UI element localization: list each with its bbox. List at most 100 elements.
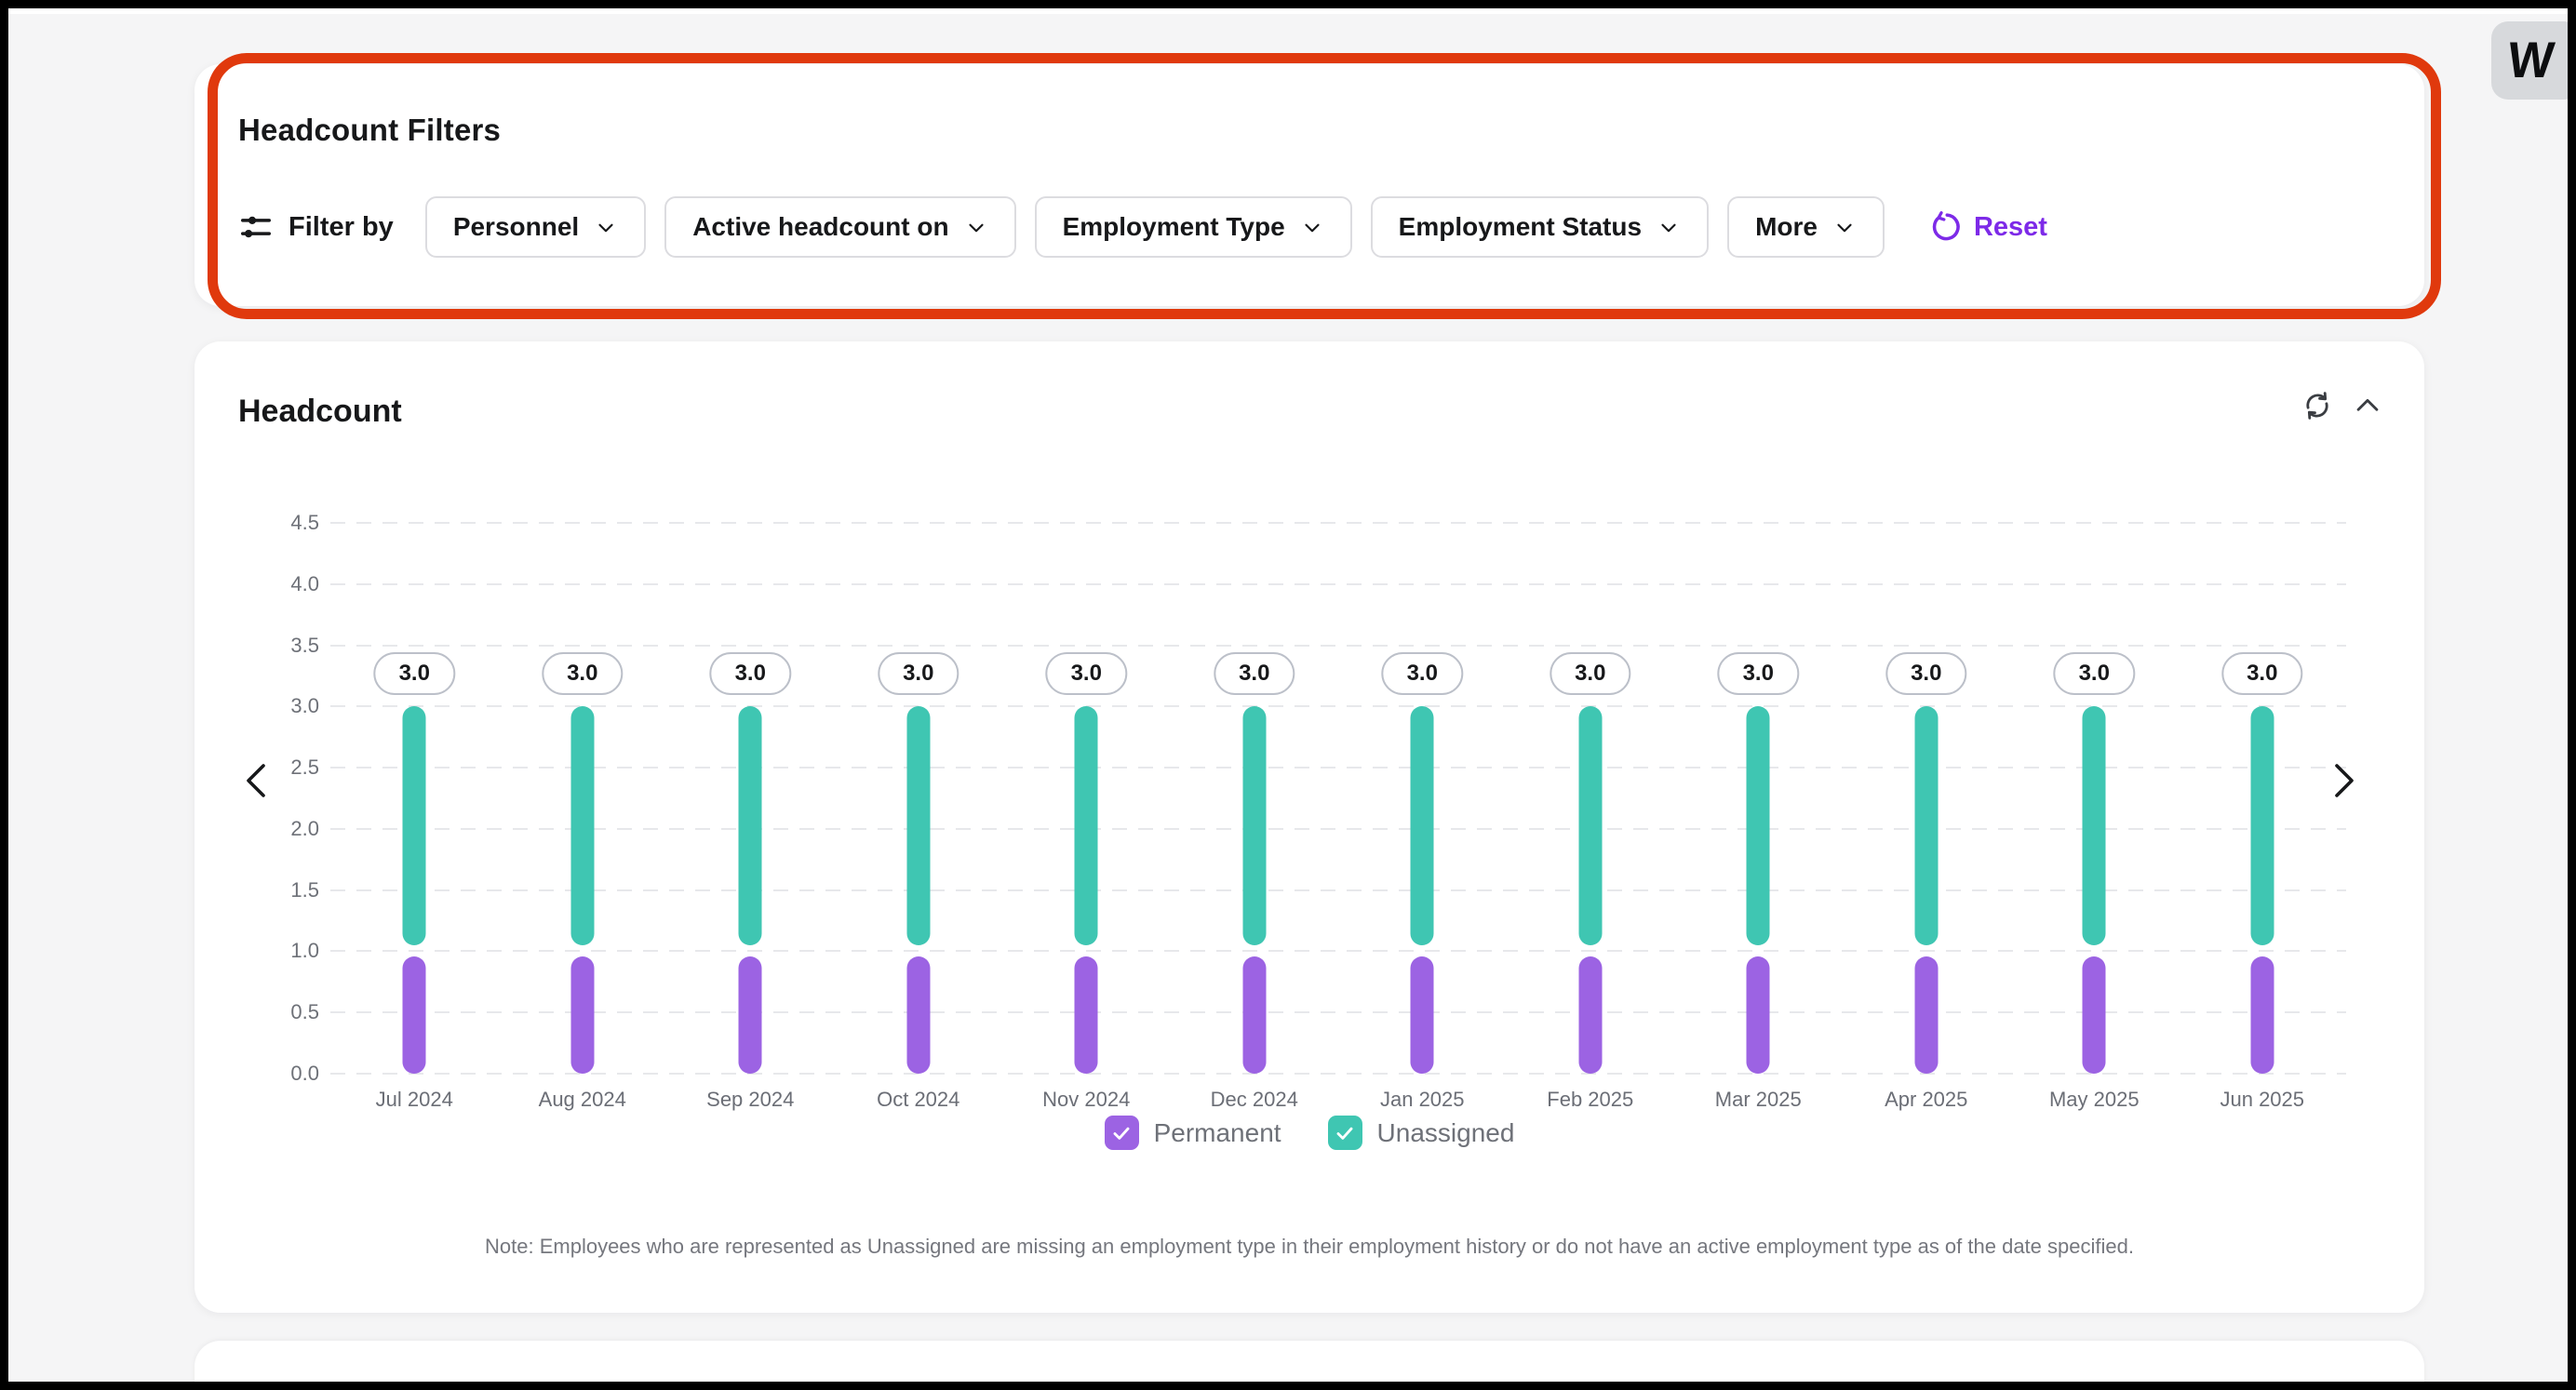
filter-row: Filter by Personnel Active headcount on Em… — [238, 196, 2387, 258]
bar-column: 3.0 — [1002, 523, 1171, 1074]
bar-total-label: 3.0 — [373, 652, 455, 696]
filter-buttons: Personnel Active headcount on Employment T… — [424, 196, 1885, 258]
y-tick-label: 0.5 — [290, 1000, 319, 1024]
bar-total-label: 3.0 — [2053, 652, 2135, 696]
filter-button-label: Personnel — [452, 212, 580, 241]
reset-icon — [1929, 211, 1961, 243]
bar-segment-permanent[interactable] — [1242, 956, 1267, 1074]
gridline — [330, 705, 2346, 708]
bar-column: 3.0 — [499, 523, 667, 1074]
y-tick-label: 2.0 — [290, 816, 319, 840]
y-tick-label: 3.5 — [290, 633, 319, 657]
bar-segment-permanent[interactable] — [906, 956, 931, 1074]
x-axis-labels: Jul 2024 Aug 2024 Sep 2024 Oct 2024 Nov 2024… — [330, 1088, 2346, 1112]
filter-button-label: Employment Type — [1062, 212, 1285, 241]
bar-segment-unassigned[interactable] — [738, 706, 762, 946]
next-arrow-button[interactable] — [2314, 753, 2370, 809]
chevron-down-icon — [1657, 216, 1681, 240]
x-tick-label: Jul 2024 — [375, 1088, 453, 1111]
filter-icon — [238, 209, 274, 245]
legend-checkbox-permanent[interactable] — [1104, 1116, 1139, 1150]
bar-column: 3.0 — [2179, 523, 2347, 1074]
bar-segment-permanent[interactable] — [1914, 956, 1939, 1074]
bar-segment-permanent[interactable] — [738, 956, 762, 1074]
bar-segment-permanent[interactable] — [1410, 956, 1434, 1074]
headcount-filters-card: Headcount Filters Filter by Personnel Act… — [195, 64, 2424, 306]
gridline — [330, 827, 2346, 830]
collapse-chevron-up-icon[interactable] — [2352, 390, 2383, 421]
legend-checkbox-unassigned[interactable] — [1327, 1116, 1362, 1150]
x-tick-label: Apr 2025 — [1885, 1088, 1968, 1111]
bar-segment-unassigned[interactable] — [906, 706, 931, 946]
bar-segment-unassigned[interactable] — [1242, 706, 1267, 946]
y-tick-label: 0.0 — [290, 1062, 319, 1085]
bar-segment-permanent[interactable] — [570, 956, 595, 1074]
bar-segment-unassigned[interactable] — [402, 706, 426, 946]
reset-label: Reset — [1973, 211, 2047, 242]
bar-column: 3.0 — [1171, 523, 1339, 1074]
bar-total-label: 3.0 — [1045, 652, 1127, 696]
bar-segment-permanent[interactable] — [1746, 956, 1770, 1074]
bar-segment-unassigned[interactable] — [2082, 706, 2106, 946]
x-tick-label: Feb 2025 — [1547, 1088, 1634, 1111]
bar-segment-unassigned[interactable] — [570, 706, 595, 946]
headcount-chart-card: Headcount 0.0 0.5 1.0 1.5 2.0 2.5 3.0 3.5 4.0 4.5… — [195, 341, 2424, 1313]
y-tick-label: 3.0 — [290, 694, 319, 718]
bar-segment-unassigned[interactable] — [1914, 706, 1939, 946]
x-tick-label: Mar 2025 — [1714, 1088, 1802, 1111]
app-background: W Headcount Filters Filter by Personnel A… — [8, 8, 2568, 1382]
gridline — [330, 644, 2346, 647]
chart-legend: Permanent Unassigned — [195, 1116, 2424, 1150]
bar-total-label: 3.0 — [1885, 652, 1967, 696]
x-tick-label: Dec 2024 — [1210, 1088, 1298, 1111]
app-logo-badge: W — [2491, 21, 2568, 100]
bar-column: 3.0 — [666, 523, 835, 1074]
logo-w-icon: W — [2505, 32, 2554, 89]
filter-button-employment-status[interactable]: Employment Status — [1370, 196, 1710, 258]
bar-column: 3.0 — [1674, 523, 1843, 1074]
filter-button-label: More — [1755, 212, 1818, 241]
bar-column: 3.0 — [2010, 523, 2179, 1074]
x-tick-label: Jan 2025 — [1379, 1088, 1465, 1111]
reset-button[interactable]: Reset — [1924, 210, 2053, 244]
chevron-down-icon — [1300, 216, 1324, 240]
legend-item-unassigned[interactable]: Unassigned — [1327, 1116, 1514, 1150]
filter-button-personnel[interactable]: Personnel — [424, 196, 647, 258]
filter-button-more[interactable]: More — [1727, 196, 1885, 258]
refresh-icon[interactable] — [2301, 390, 2333, 421]
bar-total-label: 3.0 — [878, 652, 959, 696]
bar-total-label: 3.0 — [1550, 652, 1631, 696]
bar-segment-permanent[interactable] — [1074, 956, 1098, 1074]
filter-button-employment-type[interactable]: Employment Type — [1034, 196, 1352, 258]
prev-arrow-button[interactable] — [230, 753, 286, 809]
bar-column: 3.0 — [1507, 523, 1675, 1074]
bar-segment-unassigned[interactable] — [1074, 706, 1098, 946]
legend-item-permanent[interactable]: Permanent — [1104, 1116, 1281, 1150]
filter-button-active-headcount-on[interactable]: Active headcount on — [664, 196, 1016, 258]
x-tick-label: Sep 2024 — [706, 1088, 795, 1111]
card-actions — [2301, 390, 2383, 421]
filter-by-label: Filter by — [288, 211, 394, 242]
bar-segment-permanent[interactable] — [2250, 956, 2274, 1074]
filters-title: Headcount Filters — [238, 113, 502, 147]
bar-segment-permanent[interactable] — [402, 956, 426, 1074]
x-tick-label: Oct 2024 — [877, 1088, 960, 1111]
bars-area: 3.0 3.0 3.0 3.0 3.0 3.0 3.0 3.0 3.0 3.0 3.0 3.0 — [330, 523, 2346, 1074]
bar-total-label: 3.0 — [542, 652, 624, 696]
bar-segment-unassigned[interactable] — [1410, 706, 1434, 946]
bar-column: 3.0 — [330, 523, 499, 1074]
filter-button-label: Employment Status — [1398, 212, 1643, 241]
bar-segment-unassigned[interactable] — [2250, 706, 2274, 946]
chart-note: Note: Employees who are represented as U… — [485, 1235, 2134, 1258]
chart-title: Headcount — [238, 394, 402, 429]
bar-segment-unassigned[interactable] — [1578, 706, 1603, 946]
bar-segment-permanent[interactable] — [2082, 956, 2106, 1074]
legend-label: Permanent — [1153, 1117, 1281, 1147]
x-tick-label: Jun 2025 — [2220, 1088, 2305, 1111]
gridline — [330, 889, 2346, 891]
y-tick-label: 1.0 — [290, 939, 319, 963]
bar-total-label: 3.0 — [709, 652, 791, 696]
bar-segment-unassigned[interactable] — [1746, 706, 1770, 946]
bar-segment-permanent[interactable] — [1578, 956, 1603, 1074]
filter-button-label: Active headcount on — [692, 212, 949, 241]
